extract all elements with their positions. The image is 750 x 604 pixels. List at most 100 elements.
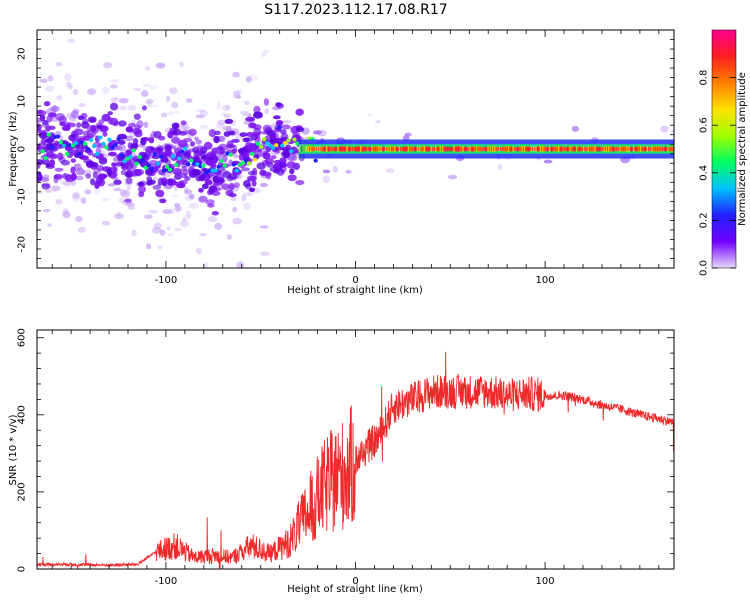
tone-band-texture bbox=[421, 146, 423, 152]
spectral-blob-strong bbox=[275, 119, 284, 126]
spectral-blob-strong bbox=[87, 149, 94, 156]
spectral-blob-strong bbox=[223, 131, 231, 137]
spectral-blob-strong bbox=[164, 144, 172, 152]
spectral-blob-strong bbox=[109, 102, 119, 111]
spectral-blob bbox=[84, 189, 92, 195]
ridge-core bbox=[219, 159, 224, 164]
tone-band-texture bbox=[375, 146, 378, 152]
tone-band-texture bbox=[592, 146, 594, 152]
spectral-blob-strong bbox=[175, 151, 182, 158]
spectral-blob bbox=[180, 125, 191, 131]
tone-band-texture bbox=[369, 146, 371, 152]
ridge-core bbox=[46, 132, 51, 137]
tone-band-texture bbox=[462, 146, 464, 152]
spectral-blob bbox=[70, 110, 79, 119]
spectral-blob-strong bbox=[191, 169, 198, 176]
spectral-blob-strong bbox=[180, 120, 187, 126]
tone-band-texture bbox=[623, 146, 626, 152]
spectrogram-x-tick-label: 100 bbox=[536, 275, 555, 286]
spectral-blob-strong bbox=[113, 120, 119, 127]
spectral-blob bbox=[185, 98, 193, 104]
spectral-blob-strong bbox=[177, 139, 188, 148]
colorbar-label: Normalized spectral amplitude bbox=[737, 72, 748, 226]
ridge-core bbox=[283, 141, 288, 146]
spectral-blob-strong bbox=[172, 168, 183, 175]
ridge-core bbox=[213, 168, 218, 173]
spectral-blob-strong bbox=[287, 174, 297, 182]
tone-band-texture bbox=[473, 146, 476, 152]
colorbar-tick-label: 0.4 bbox=[699, 165, 710, 181]
tone-band-texture bbox=[655, 146, 658, 152]
tone-band-texture bbox=[544, 146, 546, 152]
spectral-blob bbox=[184, 195, 194, 202]
tone-band-texture bbox=[605, 146, 608, 152]
spectral-blob bbox=[62, 181, 72, 187]
ridge-core bbox=[110, 145, 115, 150]
spectral-blob-strong bbox=[111, 162, 117, 167]
tone-band-texture bbox=[648, 146, 651, 152]
spectral-blob-strong bbox=[217, 150, 225, 155]
ridge-core bbox=[131, 148, 136, 153]
tone-band-texture bbox=[494, 146, 496, 152]
spectral-blob bbox=[447, 174, 458, 180]
spectral-blob-strong bbox=[158, 135, 166, 141]
ridge-core bbox=[104, 145, 109, 150]
spectral-blob bbox=[185, 210, 192, 219]
spectral-blob bbox=[127, 104, 137, 111]
spectral-blob bbox=[243, 100, 250, 106]
spectral-blob bbox=[110, 96, 118, 103]
spectral-blob-strong bbox=[244, 137, 254, 142]
ridge-core bbox=[89, 137, 94, 142]
ridge-core bbox=[61, 143, 67, 148]
spectral-blob bbox=[75, 175, 84, 181]
tone-band-texture bbox=[366, 146, 369, 152]
tone-band-texture bbox=[441, 146, 444, 152]
spectral-blob-strong bbox=[198, 187, 204, 193]
tone-band-texture bbox=[337, 146, 339, 152]
snr-x-tick-label: 0 bbox=[352, 576, 358, 587]
spectral-blob-strong bbox=[183, 137, 193, 143]
ridge-core bbox=[95, 151, 100, 156]
spectral-blob bbox=[173, 227, 182, 232]
ridge-core bbox=[164, 164, 170, 169]
spectral-blob-strong bbox=[222, 171, 232, 179]
spectral-blob bbox=[225, 104, 231, 110]
spectral-blob-strong bbox=[37, 117, 43, 123]
tone-band-texture bbox=[551, 146, 553, 152]
spectral-blob-strong bbox=[138, 191, 145, 198]
spectral-blob bbox=[109, 84, 118, 89]
spectral-blob-strong bbox=[65, 174, 72, 181]
ridge-core bbox=[189, 158, 194, 163]
tone-band-texture bbox=[451, 146, 453, 152]
spectral-blob bbox=[243, 192, 249, 196]
tone-band-texture bbox=[319, 146, 321, 152]
spectral-blob-strong bbox=[286, 161, 296, 169]
spectral-blob-strong bbox=[74, 128, 84, 136]
tone-band-texture bbox=[387, 146, 389, 152]
tone-band-texture bbox=[394, 146, 396, 152]
spectral-blob bbox=[199, 232, 207, 237]
spectral-blob bbox=[80, 197, 87, 204]
ridge-core bbox=[119, 153, 124, 158]
spectral-blob bbox=[152, 176, 158, 181]
ridge-core bbox=[113, 142, 118, 147]
tone-band-texture bbox=[362, 146, 364, 152]
spectral-blob bbox=[149, 84, 158, 90]
spectral-blob-strong bbox=[179, 179, 188, 185]
spectral-blob bbox=[259, 182, 268, 188]
ridge-core bbox=[58, 140, 64, 145]
snr-series bbox=[37, 351, 674, 569]
spectral-blob bbox=[346, 169, 351, 174]
tone-band-texture bbox=[576, 146, 578, 152]
ridge-core bbox=[152, 152, 158, 157]
tone-band-texture bbox=[644, 146, 646, 152]
spectral-blob bbox=[131, 229, 137, 237]
spectral-blob bbox=[71, 193, 82, 202]
tone-band-texture bbox=[519, 146, 521, 152]
tone-band-texture bbox=[410, 146, 412, 152]
spectral-blob-strong bbox=[141, 105, 147, 111]
spectral-blob bbox=[67, 38, 75, 43]
tone-band-texture bbox=[546, 146, 548, 152]
ridge-core bbox=[186, 162, 191, 167]
spectral-blob-strong bbox=[134, 130, 143, 138]
